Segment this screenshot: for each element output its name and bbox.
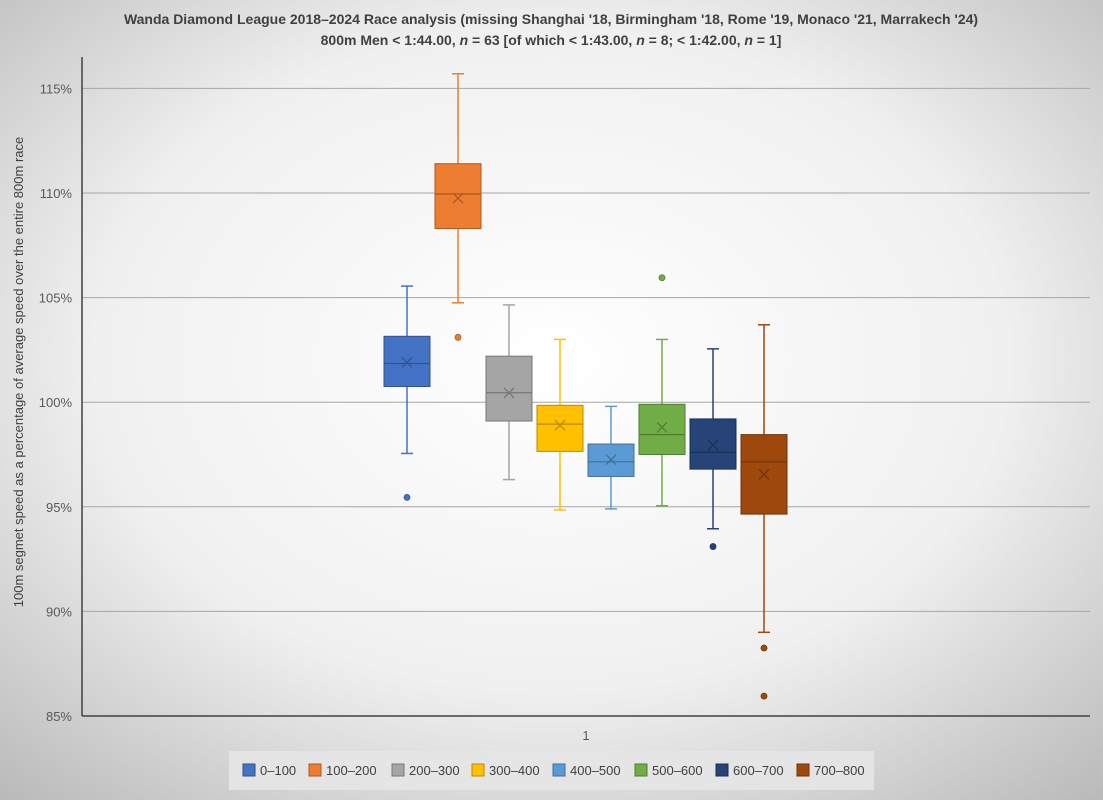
- legend-label: 200–300: [409, 763, 460, 778]
- box-series-500–600: [638, 274, 686, 507]
- legend-swatch: [391, 763, 405, 777]
- legend-label: 700–800: [814, 763, 865, 778]
- chart-subtitle: 800m Men < 1:44.00, n = 63 [of which < 1…: [321, 32, 782, 48]
- legend-background: [229, 751, 874, 790]
- box: [485, 355, 533, 422]
- outlier-point: [709, 543, 717, 550]
- legend-swatch: [471, 763, 485, 777]
- legend-label: 500–600: [652, 763, 703, 778]
- legend-label: 300–400: [489, 763, 540, 778]
- box-series-600–700: [689, 348, 737, 550]
- box: [434, 163, 482, 230]
- box-series-200–300: [485, 304, 533, 481]
- y-tick-label: 115%: [40, 81, 73, 96]
- legend: 0–100 100–200 200–300 300–400 400–500 500–600…: [229, 751, 874, 790]
- box-series-100–200: [434, 72, 482, 341]
- outlier-point: [454, 333, 462, 341]
- mean-marker: [605, 454, 617, 466]
- legend-swatch: [552, 763, 566, 777]
- mean-marker: [656, 421, 668, 433]
- legend-swatch: [715, 763, 729, 777]
- mean-marker: [401, 356, 413, 368]
- legend-label: 400–500: [570, 763, 621, 778]
- outlier-point: [658, 274, 666, 282]
- box-series-400–500: [587, 405, 635, 510]
- y-tick-label: 90%: [46, 604, 72, 619]
- legend-swatch: [796, 763, 810, 777]
- mean-marker: [707, 439, 719, 451]
- legend-label: 600–700: [733, 763, 784, 778]
- y-tick-label: 95%: [46, 500, 72, 515]
- y-tick-label: 100%: [39, 395, 73, 410]
- axis-layer: 85% 90% 95% 100% 105% 110% 115%: [39, 57, 1090, 724]
- box-series-700–800: [740, 324, 788, 700]
- grid-layer: [82, 87, 1090, 612]
- mean-marker: [758, 468, 770, 480]
- box: [689, 418, 737, 470]
- legend-swatch: [308, 763, 322, 777]
- box-layer: [383, 72, 788, 700]
- outlier-point: [403, 493, 411, 501]
- legend-swatch: [242, 763, 256, 777]
- legend-label: 100–200: [326, 763, 377, 778]
- mean-marker: [452, 192, 464, 204]
- y-tick-label: 105%: [39, 291, 73, 306]
- outlier-point: [760, 692, 768, 700]
- box: [638, 403, 686, 455]
- mean-marker: [503, 387, 515, 399]
- box-series-0–100: [383, 285, 431, 501]
- legend-swatch: [634, 763, 648, 777]
- y-axis-label: 100m segmet speed as a percentage of ave…: [11, 137, 26, 607]
- x-tick-label: 1: [582, 728, 589, 743]
- box-series-300–400: [536, 338, 584, 511]
- legend-label: 0–100: [260, 763, 296, 778]
- box: [536, 404, 584, 452]
- chart-title: Wanda Diamond League 2018–2024 Race anal…: [124, 11, 978, 27]
- outlier-point: [760, 644, 768, 652]
- box: [383, 335, 431, 387]
- y-tick-label: 110%: [40, 186, 73, 201]
- y-tick-label: 85%: [46, 709, 72, 724]
- mean-marker: [554, 419, 566, 431]
